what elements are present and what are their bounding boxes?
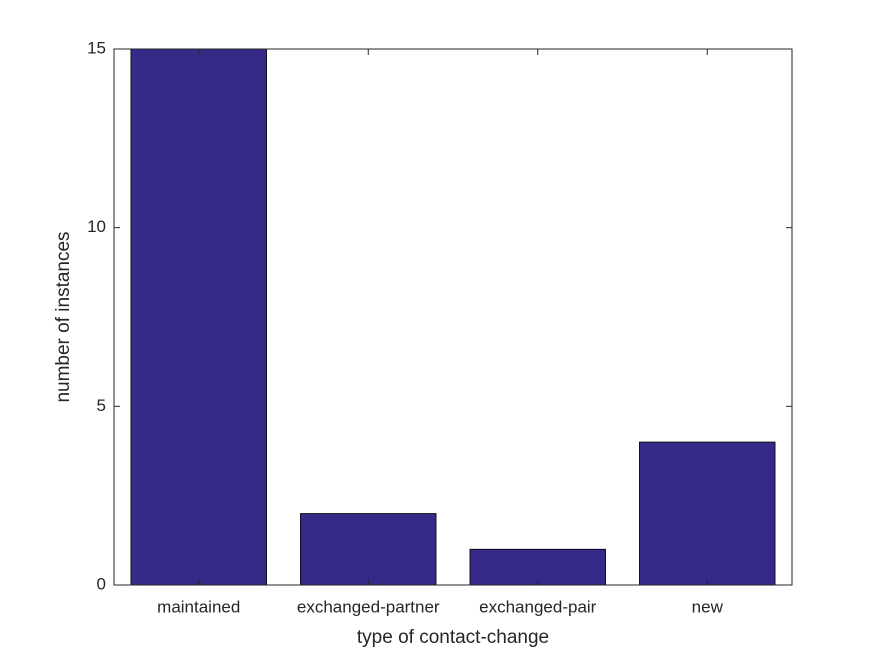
bar — [639, 441, 776, 586]
y-tick-label: 5 — [97, 396, 106, 415]
x-tick-label: maintained — [157, 597, 240, 616]
x-tick-label: exchanged-partner — [297, 597, 440, 616]
y-tick-label: 0 — [97, 574, 106, 593]
y-tick-label: 10 — [87, 217, 106, 236]
y-tick-label: 15 — [87, 38, 106, 57]
x-axis-label: type of contact-change — [357, 627, 549, 648]
bar — [130, 48, 267, 586]
bar — [300, 513, 437, 586]
x-tick-label: new — [692, 597, 724, 616]
y-axis-label: number of instances — [53, 231, 74, 402]
x-tick-label: exchanged-pair — [479, 597, 597, 616]
plot-frame — [113, 48, 793, 586]
